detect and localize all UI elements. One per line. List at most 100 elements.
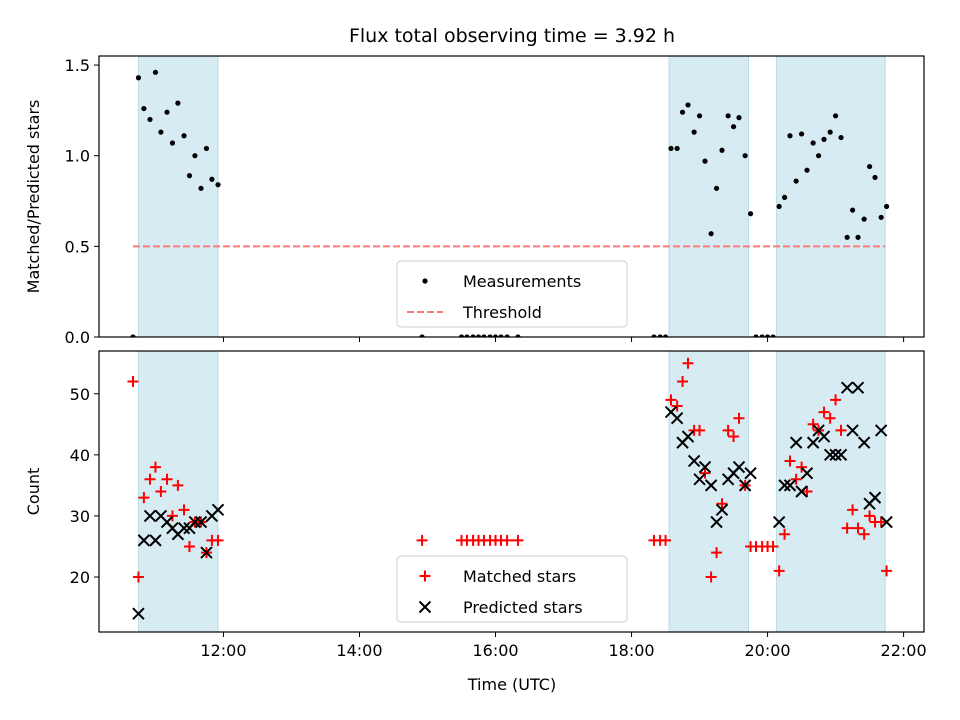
data-point [807,418,819,430]
data-point [464,334,470,337]
data-point [512,534,524,546]
data-point [698,460,712,474]
data-point [149,461,161,473]
data-point [829,448,842,462]
axes-frame [98,350,925,633]
data-point [679,109,686,115]
data-point [793,178,799,184]
data-point [806,436,820,449]
data-point [851,381,865,394]
data-point [705,571,717,583]
data-point [699,467,711,479]
data-point [158,129,164,135]
data-point [776,203,782,210]
x-tick-label: 20:00 [745,641,791,660]
data-point [702,158,708,164]
data-point [764,334,771,337]
x-tick-label: 12:00 [200,641,246,660]
legend-label: Matched stars [463,567,576,586]
data-point [883,203,890,210]
data-point [470,334,476,337]
chart-title: Flux total observing time = 3.92 h [349,25,675,47]
data-point [795,485,808,498]
data-point [155,486,167,497]
data-point [192,153,198,159]
data-point [742,153,748,159]
data-point [710,515,723,529]
data-point [668,145,674,152]
data-point [779,528,791,540]
data-point [132,607,145,620]
data-point [767,540,779,552]
data-point [183,540,195,552]
data-point [687,454,701,468]
data-point [164,109,170,115]
legend-label: Predicted stars [463,598,583,617]
data-point [492,334,499,337]
data-point [810,140,816,146]
y-tick-label: 40 [70,446,90,465]
data-point [881,565,893,577]
data-point [781,194,788,201]
data-point [696,113,703,119]
data-point [138,492,150,504]
y-tick-label: 0.0 [65,328,90,347]
plot-area [127,351,893,632]
data-point [200,546,213,559]
data-point [169,140,176,146]
data-point [864,510,876,522]
data-point [149,534,162,547]
count-panel: 20 30 40 50 12:00 14:00 16:00 18:00 20:00 22:00 Co… [24,350,927,660]
data-point [704,479,718,492]
data-point [840,381,854,394]
data-point [866,163,873,170]
legend: Matched stars Predicted stars [396,555,628,623]
data-point [662,334,669,337]
data-point [738,479,752,492]
data-point [773,565,785,577]
legend-box [396,555,628,623]
data-point [790,473,802,485]
data-point [801,486,813,497]
data-point [744,466,757,480]
data-point [181,133,187,139]
data-point [789,436,803,449]
data-point [144,473,156,485]
legend-swatch [418,600,432,614]
data-point [215,182,221,188]
data-point [137,534,151,547]
data-point [841,522,853,534]
data-point [172,479,184,491]
observing-window [137,351,219,632]
data-point [770,334,776,337]
legend-label: Threshold [462,303,542,322]
y-tick-label: 0.5 [65,237,90,256]
data-point [733,412,745,424]
observing-window [775,56,886,337]
data-point [685,102,691,108]
data-point [852,522,864,534]
data-point [872,174,878,181]
data-point [694,424,706,436]
data-point [212,534,224,546]
data-point [657,334,663,337]
data-point [481,334,487,337]
data-point [175,100,181,106]
ratio-panel: 0.0 0.5 1.0 1.5 Matched/Predicted stars Measu… [24,55,925,347]
observing-window [668,351,750,632]
data-point [715,503,729,517]
data-point [784,455,796,467]
data-point [804,167,810,173]
data-point [798,131,805,137]
data-point [847,504,859,516]
x-tick-label: 14:00 [336,641,382,660]
data-point [732,460,746,474]
data-point [504,334,510,337]
y-tick-label: 20 [70,568,90,587]
data-point [827,129,833,135]
data-point [821,136,827,142]
data-point [747,211,754,217]
data-point [875,516,887,528]
data-point [716,498,728,510]
data-point [141,105,147,112]
